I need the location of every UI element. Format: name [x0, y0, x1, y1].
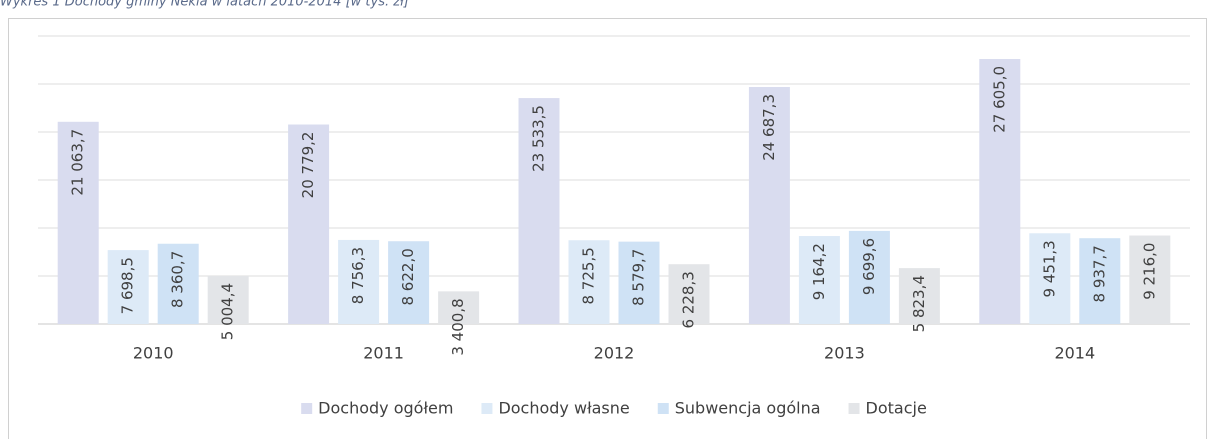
legend-swatch	[481, 403, 493, 414]
bar	[979, 58, 1021, 324]
bar	[157, 243, 199, 324]
bar	[1079, 238, 1121, 324]
data-label: 8 937,7	[1090, 245, 1108, 302]
data-label: 8 725,5	[580, 247, 598, 304]
chart-frame	[8, 18, 1207, 439]
data-label: 8 622,0	[399, 248, 417, 305]
x-tick-label: 2010	[133, 344, 174, 363]
data-label: 27 605,0	[990, 66, 1008, 133]
x-tick-label: 2012	[594, 344, 635, 363]
data-label: 8 756,3	[349, 247, 367, 304]
x-tick-label: 2014	[1054, 344, 1095, 363]
bar	[338, 239, 380, 324]
data-label: 5 004,4	[219, 283, 237, 340]
legend-label: Dochody ogółem	[318, 399, 453, 418]
bar	[798, 236, 840, 324]
data-label: 6 228,3	[680, 271, 698, 328]
legend-label: Dochody własne	[498, 399, 629, 418]
bar	[518, 98, 560, 324]
legend-swatch	[301, 403, 313, 414]
data-label: 9 216,0	[1140, 243, 1158, 300]
data-label: 9 699,6	[860, 238, 878, 295]
data-label: 7 698,5	[119, 257, 137, 314]
bar	[668, 264, 710, 324]
bar	[748, 87, 790, 324]
data-label: 3 400,8	[449, 298, 467, 355]
data-label: 9 164,2	[810, 243, 828, 300]
bar	[618, 241, 660, 324]
data-label: 23 533,5	[530, 105, 548, 172]
data-label: 20 779,2	[299, 132, 317, 199]
chart-title: Wykres 1 Dochody gminy Nekla w latach 20…	[0, 0, 409, 10]
bar	[57, 121, 99, 324]
bar	[288, 124, 330, 324]
x-tick-label: 2011	[363, 344, 404, 363]
data-label: 24 687,3	[760, 94, 778, 161]
data-label: 8 579,7	[630, 249, 648, 306]
data-label: 5 823,4	[910, 275, 928, 332]
bar	[438, 291, 480, 324]
bar	[898, 268, 940, 324]
bar	[107, 250, 149, 324]
bar	[1029, 233, 1071, 324]
data-label: 8 360,7	[169, 251, 187, 308]
bar	[568, 240, 610, 324]
legend-swatch	[657, 403, 669, 414]
bar	[207, 275, 249, 324]
data-label: 9 451,3	[1040, 240, 1058, 297]
bar	[388, 241, 430, 324]
legend-label: Dotacje	[866, 399, 927, 418]
bar	[848, 230, 890, 324]
x-tick-label: 2013	[824, 344, 865, 363]
legend-swatch	[848, 403, 860, 414]
bar	[1129, 235, 1171, 324]
legend-label: Subwencja ogólna	[675, 399, 821, 418]
data-label: 21 063,7	[69, 129, 87, 196]
